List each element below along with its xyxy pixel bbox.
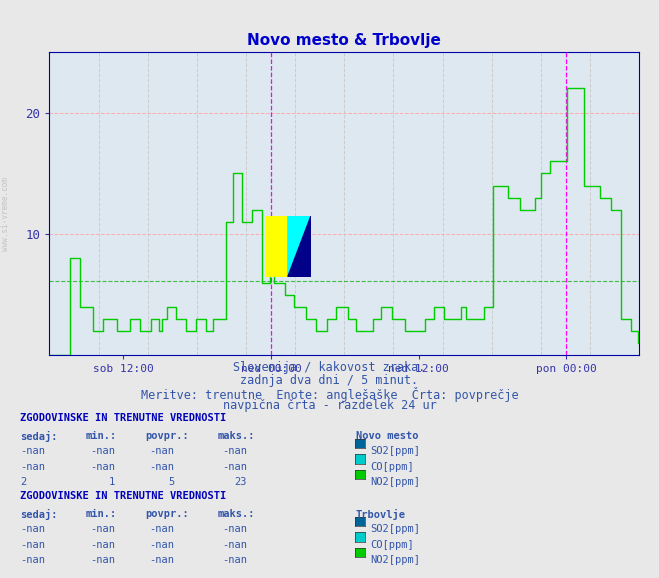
Text: min.:: min.: (86, 431, 117, 440)
Text: -nan: -nan (20, 446, 45, 456)
Text: -nan: -nan (90, 524, 115, 534)
Text: maks.:: maks.: (217, 509, 255, 518)
Polygon shape (288, 216, 311, 276)
Text: 1: 1 (109, 477, 115, 487)
Text: 23: 23 (235, 477, 247, 487)
Text: ZGODOVINSKE IN TRENUTNE VREDNOSTI: ZGODOVINSKE IN TRENUTNE VREDNOSTI (20, 413, 226, 423)
Text: NO2[ppm]: NO2[ppm] (370, 555, 420, 565)
Text: -nan: -nan (20, 524, 45, 534)
Text: -nan: -nan (20, 540, 45, 550)
Bar (265, 216, 288, 276)
Text: CO[ppm]: CO[ppm] (370, 462, 414, 472)
Title: Novo mesto & Trbovlje: Novo mesto & Trbovlje (247, 33, 442, 48)
Text: povpr.:: povpr.: (145, 509, 188, 518)
Text: Trbovlje: Trbovlje (356, 509, 406, 520)
Text: -nan: -nan (90, 446, 115, 456)
Text: -nan: -nan (222, 462, 247, 472)
Text: SO2[ppm]: SO2[ppm] (370, 524, 420, 534)
Text: ZGODOVINSKE IN TRENUTNE VREDNOSTI: ZGODOVINSKE IN TRENUTNE VREDNOSTI (20, 491, 226, 501)
Text: Novo mesto: Novo mesto (356, 431, 418, 440)
Text: -nan: -nan (150, 555, 175, 565)
Text: -nan: -nan (90, 540, 115, 550)
Text: -nan: -nan (90, 462, 115, 472)
Text: povpr.:: povpr.: (145, 431, 188, 440)
Text: navpična črta - razdelek 24 ur: navpična črta - razdelek 24 ur (223, 399, 436, 412)
Text: -nan: -nan (20, 462, 45, 472)
Text: CO[ppm]: CO[ppm] (370, 540, 414, 550)
Text: 5: 5 (169, 477, 175, 487)
Text: sedaj:: sedaj: (20, 509, 57, 520)
Text: www.si-vreme.com: www.si-vreme.com (1, 177, 10, 251)
Text: SO2[ppm]: SO2[ppm] (370, 446, 420, 456)
Text: -nan: -nan (90, 555, 115, 565)
Text: -nan: -nan (150, 524, 175, 534)
Text: -nan: -nan (150, 462, 175, 472)
Text: zadnja dva dni / 5 minut.: zadnja dva dni / 5 minut. (241, 374, 418, 387)
Text: -nan: -nan (150, 446, 175, 456)
Text: -nan: -nan (150, 540, 175, 550)
Text: -nan: -nan (222, 524, 247, 534)
Text: 2: 2 (20, 477, 26, 487)
Text: maks.:: maks.: (217, 431, 255, 440)
Polygon shape (288, 216, 311, 276)
Text: min.:: min.: (86, 509, 117, 518)
Text: NO2[ppm]: NO2[ppm] (370, 477, 420, 487)
Text: -nan: -nan (222, 446, 247, 456)
Text: -nan: -nan (20, 555, 45, 565)
Text: sedaj:: sedaj: (20, 431, 57, 442)
Text: Meritve: trenutne  Enote: anglešaške  Črta: povprečje: Meritve: trenutne Enote: anglešaške Črta… (140, 387, 519, 402)
Text: -nan: -nan (222, 555, 247, 565)
Text: -nan: -nan (222, 540, 247, 550)
Text: Slovenija / kakovost zraka.: Slovenija / kakovost zraka. (233, 361, 426, 374)
